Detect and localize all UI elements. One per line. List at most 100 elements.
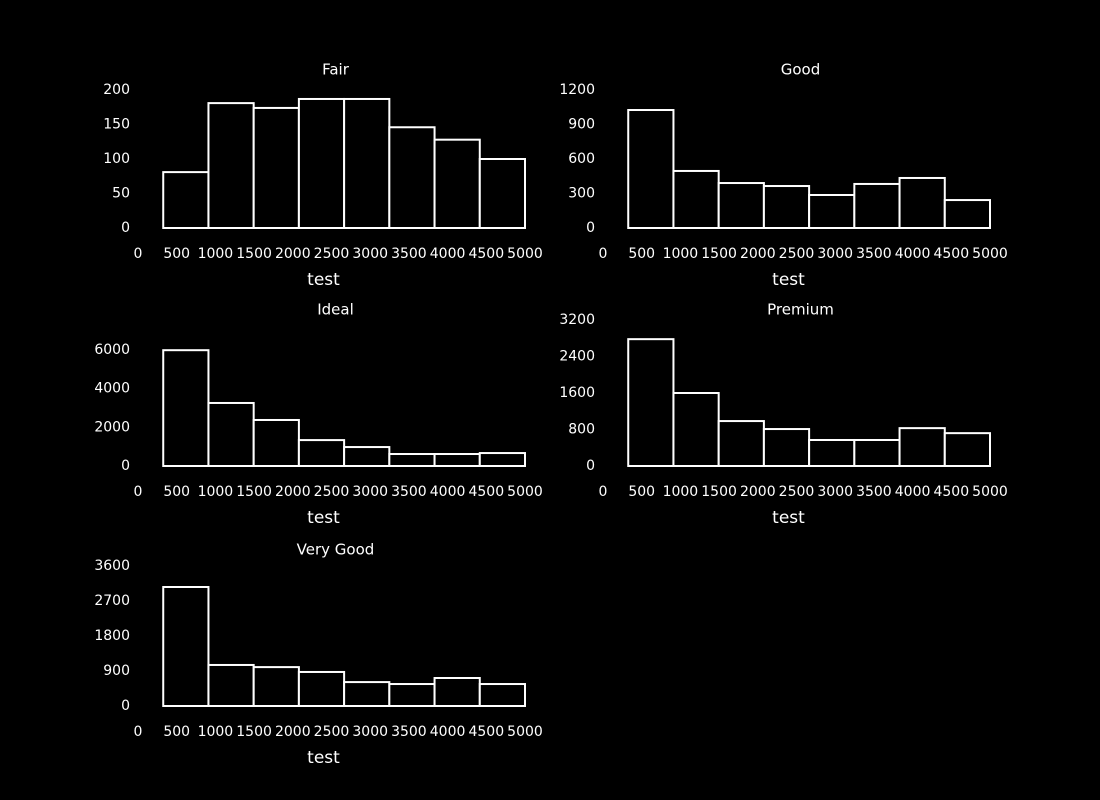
x-tick-label: 2500 bbox=[314, 724, 350, 740]
x-tick-label: 4500 bbox=[468, 246, 504, 262]
histogram-bar bbox=[627, 338, 675, 468]
y-tick-label: 200 bbox=[103, 82, 130, 98]
x-tick-label: 3000 bbox=[352, 484, 388, 500]
x-tick-label: 1500 bbox=[701, 484, 737, 500]
x-tick-label: 4000 bbox=[895, 246, 931, 262]
panel-title: Very Good bbox=[297, 541, 375, 559]
histogram-bar bbox=[762, 185, 811, 229]
y-tick-label: 4000 bbox=[94, 381, 130, 397]
x-tick-label: 2500 bbox=[779, 246, 815, 262]
y-tick-label: 100 bbox=[103, 151, 130, 167]
histogram-bar bbox=[478, 158, 527, 229]
y-tick-label: 50 bbox=[112, 186, 130, 202]
x-tick-label: 1500 bbox=[236, 484, 272, 500]
histogram-bar bbox=[162, 171, 210, 229]
x-axis-label: test bbox=[307, 270, 340, 290]
x-axis-label: test bbox=[307, 508, 340, 528]
x-tick-label: 1500 bbox=[236, 724, 272, 740]
histogram-bar bbox=[207, 102, 255, 229]
histogram-bar bbox=[478, 683, 527, 707]
x-tick-label: 4500 bbox=[468, 484, 504, 500]
x-tick-label: 4500 bbox=[933, 246, 969, 262]
x-tick-label: 5000 bbox=[972, 484, 1008, 500]
x-tick-label: 500 bbox=[628, 484, 655, 500]
histogram-bar bbox=[252, 666, 300, 707]
histogram-bar bbox=[433, 453, 481, 468]
x-tick-label: 0 bbox=[134, 724, 143, 740]
x-tick-label: 3500 bbox=[856, 246, 892, 262]
histogram-bar bbox=[717, 182, 765, 230]
histogram-bar bbox=[343, 681, 391, 707]
x-tick-label: 3500 bbox=[391, 724, 427, 740]
x-tick-label: 1000 bbox=[198, 724, 234, 740]
y-tick-label: 900 bbox=[103, 663, 130, 679]
x-tick-label: 4000 bbox=[430, 246, 466, 262]
histogram-bar bbox=[853, 182, 901, 229]
x-axis-label: test bbox=[772, 508, 805, 528]
histogram-bar bbox=[343, 97, 391, 229]
histogram-bar bbox=[388, 683, 436, 707]
histogram-bar bbox=[162, 349, 210, 467]
y-tick-label: 0 bbox=[121, 458, 130, 474]
x-tick-label: 500 bbox=[163, 484, 190, 500]
x-tick-label: 4500 bbox=[468, 724, 504, 740]
histogram-bar bbox=[297, 670, 346, 708]
panel-title: Ideal bbox=[317, 301, 354, 319]
histogram-bar bbox=[478, 452, 527, 467]
histogram-bar bbox=[252, 106, 300, 229]
y-tick-label: 2000 bbox=[94, 419, 130, 435]
x-tick-label: 2000 bbox=[275, 246, 311, 262]
x-tick-label: 4000 bbox=[430, 484, 466, 500]
x-tick-label: 2000 bbox=[740, 246, 776, 262]
x-tick-label: 4000 bbox=[895, 484, 931, 500]
y-tick-label: 2400 bbox=[559, 349, 595, 365]
y-tick-label: 3600 bbox=[94, 558, 130, 574]
x-tick-label: 2500 bbox=[314, 484, 350, 500]
x-tick-label: 1500 bbox=[236, 246, 272, 262]
x-tick-label: 2500 bbox=[779, 484, 815, 500]
histogram-bar bbox=[672, 169, 720, 230]
x-tick-label: 3000 bbox=[817, 246, 853, 262]
x-tick-label: 1500 bbox=[701, 246, 737, 262]
x-tick-label: 4000 bbox=[430, 724, 466, 740]
histogram-bar bbox=[297, 97, 346, 229]
x-tick-label: 5000 bbox=[507, 484, 543, 500]
panel-title: Fair bbox=[322, 61, 350, 79]
histogram-bar bbox=[207, 401, 255, 467]
y-tick-label: 0 bbox=[121, 698, 130, 714]
y-tick-label: 1200 bbox=[559, 82, 595, 98]
histogram-bar bbox=[388, 126, 436, 229]
y-tick-label: 600 bbox=[568, 151, 595, 167]
x-tick-label: 500 bbox=[628, 246, 655, 262]
x-tick-label: 0 bbox=[134, 484, 143, 500]
histogram-bar bbox=[343, 446, 391, 468]
x-tick-label: 0 bbox=[599, 246, 608, 262]
x-tick-label: 1000 bbox=[198, 246, 234, 262]
x-tick-label: 2000 bbox=[275, 484, 311, 500]
histogram-bar bbox=[943, 199, 992, 229]
x-tick-label: 3500 bbox=[856, 484, 892, 500]
y-tick-label: 6000 bbox=[94, 342, 130, 358]
panel-title: Good bbox=[781, 61, 821, 79]
y-tick-label: 800 bbox=[568, 422, 595, 438]
histogram-bar bbox=[672, 392, 720, 467]
histogram-bar bbox=[898, 427, 946, 468]
x-tick-label: 3000 bbox=[352, 246, 388, 262]
x-tick-label: 2000 bbox=[275, 724, 311, 740]
histogram-bar bbox=[627, 109, 675, 229]
x-tick-label: 5000 bbox=[507, 246, 543, 262]
y-tick-label: 300 bbox=[568, 186, 595, 202]
histogram-bar bbox=[207, 663, 255, 708]
histogram-bar bbox=[853, 438, 901, 467]
histogram-bar bbox=[717, 420, 765, 468]
histogram-bar bbox=[943, 432, 992, 467]
x-axis-label: test bbox=[772, 270, 805, 290]
x-tick-label: 3000 bbox=[817, 484, 853, 500]
x-tick-label: 2500 bbox=[314, 246, 350, 262]
x-tick-label: 1000 bbox=[198, 484, 234, 500]
x-tick-label: 5000 bbox=[972, 246, 1008, 262]
y-tick-label: 900 bbox=[568, 117, 595, 133]
y-tick-label: 1600 bbox=[559, 385, 595, 401]
